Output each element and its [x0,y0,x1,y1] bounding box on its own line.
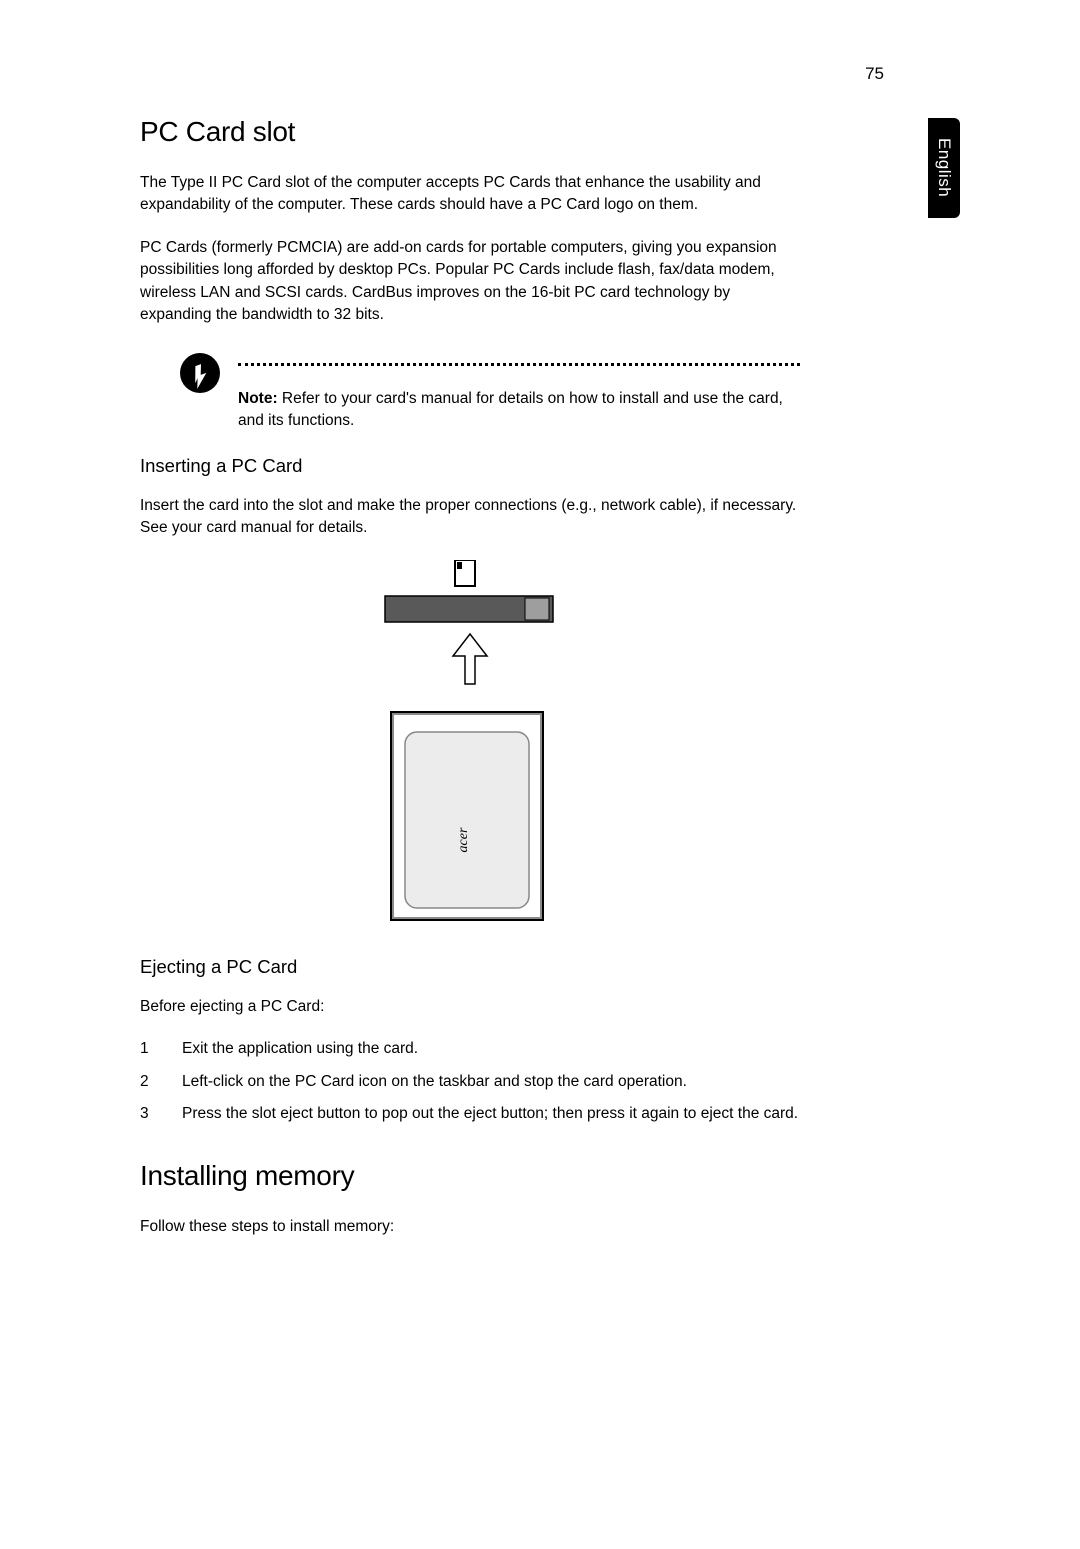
pccard-logo-icon [455,560,475,586]
note-label: Note: [238,390,278,407]
figure-pc-card-insert: acer [140,560,800,930]
note-text: Note: Refer to your card's manual for de… [238,388,800,433]
card-logo-text: acer [456,827,471,852]
arrow-up-icon [453,634,487,684]
installing-memory-para: Follow these steps to install memory: [140,1216,800,1238]
language-tab: English [928,118,960,218]
ejecting-step-1: Exit the application using the card. [140,1038,800,1060]
ejecting-step-2: Left-click on the PC Card icon on the ta… [140,1071,800,1093]
slot-icon [385,596,553,622]
note-body: Refer to your card's manual for details … [238,390,783,429]
note-icon [178,351,222,395]
subheading-ejecting: Ejecting a PC Card [140,956,800,978]
language-tab-label: English [934,138,954,197]
pccard-graphic: acer [391,712,543,920]
pc-card-para-2: PC Cards (formerly PCMCIA) are add-on ca… [140,237,800,327]
section-title-pc-card-slot: PC Card slot [140,116,800,148]
ejecting-steps: Exit the application using the card. Lef… [140,1038,800,1125]
pc-card-para-1: The Type II PC Card slot of the computer… [140,172,800,217]
inserting-para: Insert the card into the slot and make t… [140,495,800,540]
subheading-inserting: Inserting a PC Card [140,455,800,477]
ejecting-step-3: Press the slot eject button to pop out t… [140,1103,800,1125]
section-title-installing-memory: Installing memory [140,1160,800,1192]
note-block: Note: Refer to your card's manual for de… [178,347,800,433]
ejecting-intro: Before ejecting a PC Card: [140,996,800,1018]
page-number: 75 [865,64,884,84]
dotted-rule [238,363,800,366]
